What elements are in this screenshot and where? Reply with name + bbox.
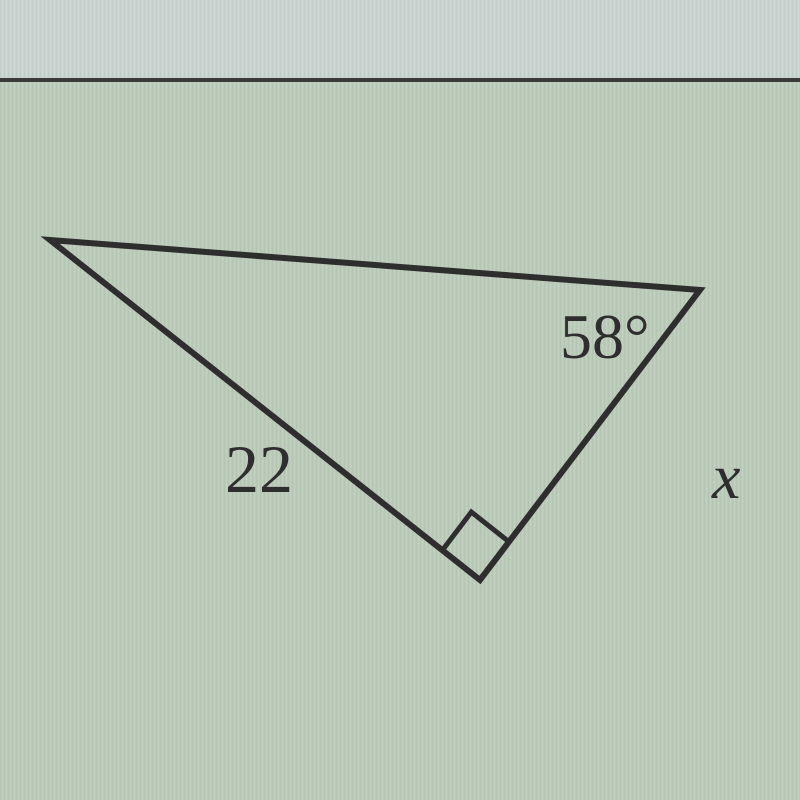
side-length-label: 22: [225, 430, 293, 509]
triangle-outline: [50, 240, 700, 580]
angle-label: 58°: [560, 300, 650, 374]
unknown-x-label: x: [712, 440, 740, 514]
right-angle-marker: [442, 512, 509, 550]
triangle-figure: [0, 0, 800, 800]
